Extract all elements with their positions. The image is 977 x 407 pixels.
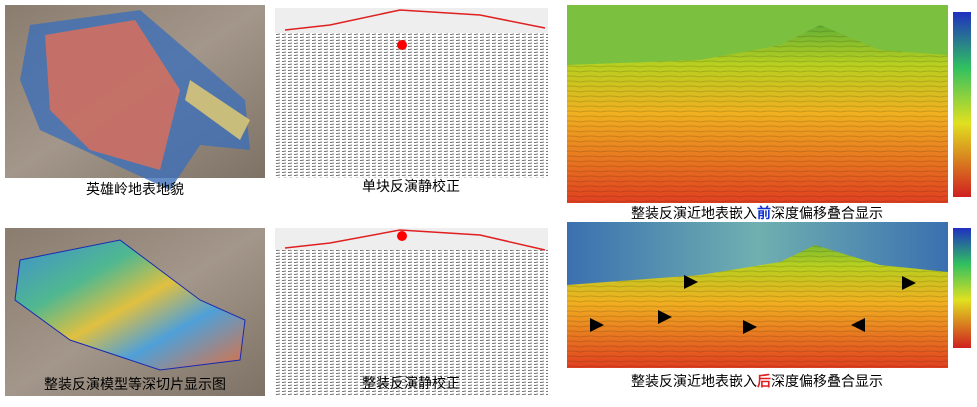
caption-suffix: 深度偏移叠合显示 bbox=[771, 374, 883, 390]
depth-panels bbox=[567, 5, 971, 368]
map-bottom bbox=[5, 228, 265, 396]
caption-emphasis: 前 bbox=[757, 205, 771, 222]
caption-prefix: 整装反演近地表嵌入 bbox=[631, 374, 757, 390]
seismic-panels bbox=[275, 8, 548, 396]
caption: 整装反演近地表嵌入前深度偏移叠合显示 bbox=[631, 205, 883, 222]
caption: 整装反演静校正 bbox=[362, 375, 460, 392]
caption: 整装反演近地表嵌入后深度偏移叠合显示 bbox=[631, 373, 883, 390]
caption-prefix: 整装反演近地表嵌入 bbox=[631, 206, 757, 222]
caption-emphasis: 后 bbox=[757, 373, 771, 390]
map-top bbox=[5, 5, 265, 190]
caption-suffix: 深度偏移叠合显示 bbox=[771, 206, 883, 222]
caption: 整装反演模型等深切片显示图 bbox=[44, 376, 226, 393]
caption: 英雄岭地表地貌 bbox=[86, 181, 184, 198]
caption: 单块反演静校正 bbox=[362, 178, 460, 195]
